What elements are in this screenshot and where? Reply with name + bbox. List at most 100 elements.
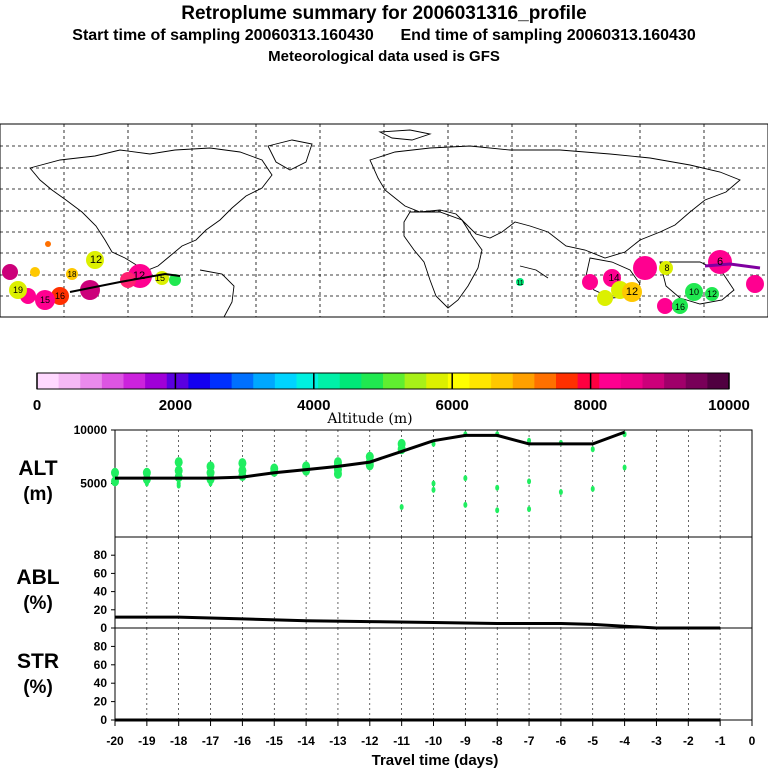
x-tick-label: -5 bbox=[587, 734, 598, 748]
x-tick-label: -15 bbox=[266, 734, 284, 748]
x-tick-label: -2 bbox=[683, 734, 694, 748]
particle-mark bbox=[111, 467, 119, 478]
plume-marker bbox=[45, 241, 51, 247]
x-tick-label: -20 bbox=[106, 734, 124, 748]
plume-marker bbox=[169, 274, 181, 286]
particle-mark bbox=[333, 468, 342, 479]
plume-marker bbox=[582, 274, 598, 290]
colorbar-swatch bbox=[685, 373, 708, 389]
y-tick-label: 60 bbox=[94, 658, 108, 672]
particle-mark bbox=[208, 480, 213, 487]
plume-marker bbox=[672, 298, 688, 314]
abl-unit-label: (%) bbox=[23, 593, 53, 614]
particle-mark bbox=[495, 507, 500, 514]
x-tick-label: -1 bbox=[715, 734, 726, 748]
colorbar-swatch bbox=[296, 373, 319, 389]
particle-mark bbox=[206, 461, 215, 472]
colorbar-swatch bbox=[383, 373, 406, 389]
map-gridlines bbox=[0, 124, 768, 317]
particle-mark bbox=[144, 480, 149, 487]
plume-marker bbox=[516, 278, 524, 286]
particle-mark bbox=[463, 475, 468, 482]
y-tick-label: 10000 bbox=[74, 423, 108, 437]
map-label: 6 bbox=[717, 256, 723, 268]
plume-marker bbox=[35, 290, 55, 310]
plume-marker bbox=[685, 283, 703, 301]
abl-series-line bbox=[115, 615, 721, 630]
colorbar-swatch bbox=[664, 373, 687, 389]
colorbar-swatch bbox=[188, 373, 211, 389]
colorbar-tick-label: 10000 bbox=[708, 397, 750, 414]
y-tick-label: 80 bbox=[94, 639, 108, 653]
x-tick-label: -12 bbox=[361, 734, 379, 748]
y-tick-label: 20 bbox=[94, 695, 108, 709]
plume-track bbox=[69, 272, 181, 293]
particle-mark bbox=[527, 478, 532, 485]
colorbar-tick-label: 2000 bbox=[159, 397, 192, 414]
colorbar-swatch bbox=[123, 373, 146, 389]
particle-mark bbox=[176, 482, 181, 489]
plume-marker bbox=[659, 261, 673, 275]
sampling-times: Start time of sampling 20060313.160430 E… bbox=[0, 27, 768, 45]
colorbar-swatch bbox=[404, 373, 427, 389]
plume-marker bbox=[746, 275, 764, 293]
particle-mark bbox=[590, 446, 595, 453]
colorbar-swatch bbox=[361, 373, 384, 389]
map-label: 12 bbox=[626, 286, 638, 298]
colorbar-swatch bbox=[512, 373, 535, 389]
plume-marker bbox=[708, 250, 732, 274]
colorbar-swatch bbox=[620, 373, 643, 389]
colorbar-swatch bbox=[491, 373, 514, 389]
x-tick-label: -14 bbox=[297, 734, 315, 748]
x-tick-label: -17 bbox=[202, 734, 220, 748]
colorbar-swatch bbox=[599, 373, 622, 389]
colorbar-swatch bbox=[556, 373, 579, 389]
plume-marker bbox=[2, 264, 18, 280]
map-label: 12 bbox=[90, 254, 102, 266]
str-axis-label: STR bbox=[17, 650, 59, 673]
particle-mark bbox=[431, 480, 436, 487]
met-data-label: Meteorological data used is GFS bbox=[268, 48, 500, 65]
y-tick-label: 60 bbox=[94, 566, 108, 580]
colorbar-swatch bbox=[577, 373, 600, 389]
colorbar-tick-label: 0 bbox=[33, 397, 41, 414]
map-label: 12 bbox=[133, 270, 145, 282]
x-tick-label: -18 bbox=[170, 734, 188, 748]
map-label: 16 bbox=[675, 302, 685, 312]
plume-marker bbox=[705, 287, 719, 301]
x-axis: -20 -19 -18 -17 -16 -15 -14 -13 -12 -11 -10 -9 -8 -7-… bbox=[106, 720, 756, 748]
map-label: 10 bbox=[689, 287, 699, 297]
colorbar-label: Altitude (m) bbox=[326, 411, 412, 427]
map-label: 16 bbox=[55, 291, 65, 301]
plume-markers bbox=[2, 241, 764, 314]
plume-marker bbox=[622, 282, 642, 302]
colorbar: 0 2000 4000 6000 8000 10000 bbox=[33, 372, 750, 414]
x-tick-label: -7 bbox=[524, 734, 535, 748]
plume-marker bbox=[51, 287, 69, 305]
y-tick-label: 80 bbox=[94, 548, 108, 562]
colorbar-swatch bbox=[253, 373, 276, 389]
end-time-label: End time of sampling 20060313.160430 bbox=[400, 27, 696, 44]
y-tick-label: 40 bbox=[94, 585, 108, 599]
plume-marker bbox=[9, 281, 27, 299]
plot-title: Retroplume summary for 2006031316_profil… bbox=[181, 3, 587, 24]
colorbar-swatch bbox=[469, 373, 492, 389]
plume-marker bbox=[80, 280, 100, 300]
world-map: 12 12 15 8 16 14 12 18 6 16 10 12 19 15 … bbox=[0, 123, 768, 318]
colorbar-swatch bbox=[231, 373, 254, 389]
plume-marker bbox=[597, 290, 613, 306]
plume-marker bbox=[86, 251, 104, 269]
colorbar-swatch bbox=[318, 373, 341, 389]
colorbar-swatch bbox=[80, 373, 103, 389]
particle-mark bbox=[558, 489, 563, 496]
coastlines bbox=[29, 129, 741, 318]
map-label: 8 bbox=[664, 263, 669, 273]
colorbar-swatch bbox=[534, 373, 557, 389]
map-label: 15 bbox=[155, 273, 165, 283]
colorbar-swatch bbox=[101, 373, 124, 389]
colorbar-swatch bbox=[707, 373, 730, 389]
plume-marker bbox=[66, 268, 78, 280]
map-label: 15 bbox=[40, 295, 50, 305]
map-label: 11 bbox=[516, 280, 523, 287]
